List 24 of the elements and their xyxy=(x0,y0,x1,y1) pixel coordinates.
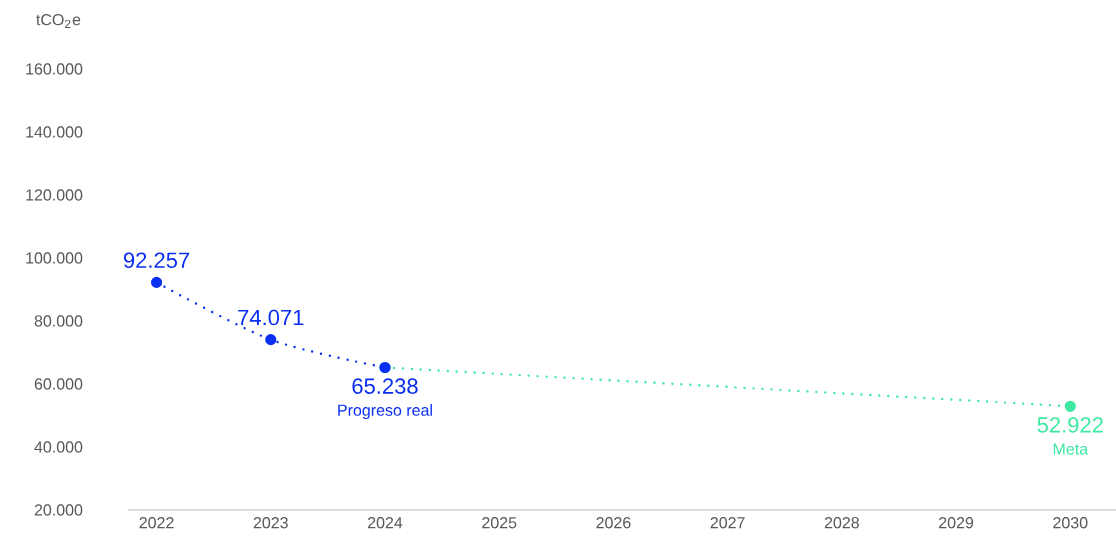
x-tick-label: 2029 xyxy=(939,517,974,529)
y-axis-title: tCO$_{2}$e xyxy=(36,13,81,29)
y-tick-label: 20.000 xyxy=(34,504,83,516)
y-tick-label: 60.000 xyxy=(34,378,83,390)
y-tick-label: 160.000 xyxy=(26,63,83,75)
y-tick-label: 40.000 xyxy=(34,441,83,453)
x-tick-label: 2024 xyxy=(368,517,403,529)
y-tick-label: 120.000 xyxy=(26,189,83,201)
x-tick-label: 2026 xyxy=(596,517,631,529)
y-tick-label: 80.000 xyxy=(34,315,83,327)
x-tick-label: 2022 xyxy=(139,517,174,529)
data-label: 74.071 xyxy=(238,309,304,326)
x-tick-label: 2025 xyxy=(482,517,517,529)
data-label: 92.257 xyxy=(123,252,190,268)
text: Progreso real xyxy=(338,404,432,420)
x-tick-label: 2028 xyxy=(824,517,859,529)
data-label: 52.922 xyxy=(1037,417,1103,433)
x-tick-label: 2027 xyxy=(710,517,745,529)
text: Meta xyxy=(1053,443,1089,455)
x-tick-label: 2030 xyxy=(1053,517,1088,529)
x-tick-label: 2023 xyxy=(253,517,288,529)
y-tick-label: 100.000 xyxy=(26,252,83,264)
data-label: 65.238 xyxy=(352,378,418,394)
y-tick-label: 140.000 xyxy=(26,126,83,138)
